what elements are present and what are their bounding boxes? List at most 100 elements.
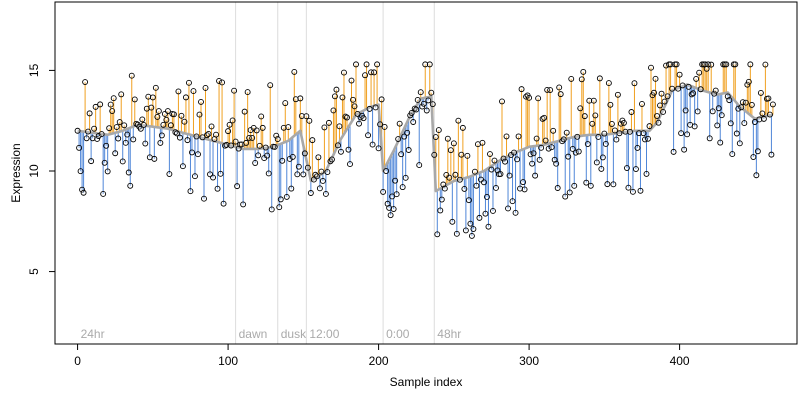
data-point	[321, 124, 328, 131]
data-point	[476, 214, 483, 221]
data-point	[142, 140, 149, 147]
data-point	[449, 218, 456, 225]
data-point	[121, 122, 128, 129]
data-point	[639, 101, 645, 107]
data-point	[402, 174, 409, 181]
data-point	[110, 95, 117, 102]
data-point	[131, 96, 138, 103]
data-point	[748, 101, 755, 108]
x-axis-ticks: 0 100 200 300 400	[74, 344, 690, 368]
data-point	[590, 97, 597, 104]
data-point	[717, 139, 724, 146]
data-point	[769, 101, 776, 108]
data-point	[652, 75, 659, 82]
data-point	[631, 80, 638, 87]
data-point	[256, 142, 263, 149]
data-point	[459, 124, 466, 131]
data-point	[533, 135, 540, 142]
data-point	[456, 176, 463, 183]
data-point	[458, 151, 465, 158]
data-point	[130, 136, 137, 143]
data-point	[505, 205, 511, 212]
data-point	[515, 133, 522, 140]
data-point	[219, 79, 226, 86]
data-point	[77, 168, 84, 175]
data-point	[98, 131, 105, 138]
data-point	[97, 101, 104, 108]
data-point	[193, 133, 200, 140]
data-point	[429, 101, 436, 108]
data-point	[607, 101, 614, 108]
data-point	[614, 91, 621, 98]
data-point	[637, 187, 644, 194]
data-point	[768, 151, 775, 158]
data-point	[307, 190, 314, 196]
data-point	[189, 149, 195, 156]
data-point	[634, 144, 641, 151]
data-point	[109, 108, 116, 114]
data-point	[94, 136, 101, 142]
data-point	[198, 98, 204, 105]
data-point	[178, 112, 185, 119]
data-point	[636, 130, 642, 137]
data-point	[598, 165, 605, 172]
data-point	[115, 135, 122, 142]
data-point	[530, 150, 537, 157]
data-point	[511, 149, 517, 156]
data-point	[432, 134, 439, 140]
data-point	[604, 181, 611, 188]
data-point	[643, 170, 650, 177]
data-point	[441, 185, 448, 192]
data-point	[363, 61, 370, 68]
data-point	[306, 117, 313, 124]
data-point	[107, 101, 114, 108]
data-point	[377, 121, 384, 128]
data-points	[74, 61, 776, 239]
data-point	[658, 90, 665, 97]
data-point	[106, 125, 113, 132]
data-point	[694, 108, 701, 115]
data-point	[754, 148, 761, 155]
data-point	[499, 98, 505, 105]
data-point	[225, 128, 232, 135]
data-point	[79, 186, 86, 193]
y-tick-label: 5	[27, 268, 41, 275]
data-point	[538, 144, 545, 151]
data-point	[393, 191, 400, 198]
data-point	[381, 123, 388, 130]
data-point	[139, 116, 146, 123]
data-point	[766, 111, 773, 118]
data-point	[620, 119, 627, 126]
data-point	[706, 135, 713, 142]
data-point	[682, 107, 689, 114]
data-point	[729, 151, 736, 158]
data-point	[673, 61, 680, 68]
data-point	[431, 151, 438, 158]
data-point	[506, 172, 513, 179]
data-point	[389, 193, 396, 200]
data-point	[297, 95, 304, 102]
data-point	[344, 114, 350, 121]
data-point	[577, 105, 584, 112]
data-point	[353, 61, 359, 68]
marker-label: 24hr	[81, 327, 105, 341]
data-point	[369, 141, 376, 148]
data-point	[157, 139, 164, 146]
data-point	[309, 137, 316, 144]
data-point	[271, 143, 278, 150]
data-point	[375, 145, 382, 152]
data-point	[444, 135, 451, 142]
data-point	[669, 85, 676, 92]
data-point	[231, 87, 238, 94]
marker-label: dusk	[281, 327, 307, 341]
data-point	[581, 113, 588, 120]
data-point	[744, 81, 751, 88]
data-point	[228, 142, 235, 149]
data-point	[623, 165, 630, 171]
data-point	[560, 136, 567, 143]
data-point	[592, 112, 599, 119]
data-point	[267, 82, 274, 89]
data-point	[374, 61, 381, 68]
data-point	[92, 103, 99, 110]
data-point	[252, 160, 259, 166]
